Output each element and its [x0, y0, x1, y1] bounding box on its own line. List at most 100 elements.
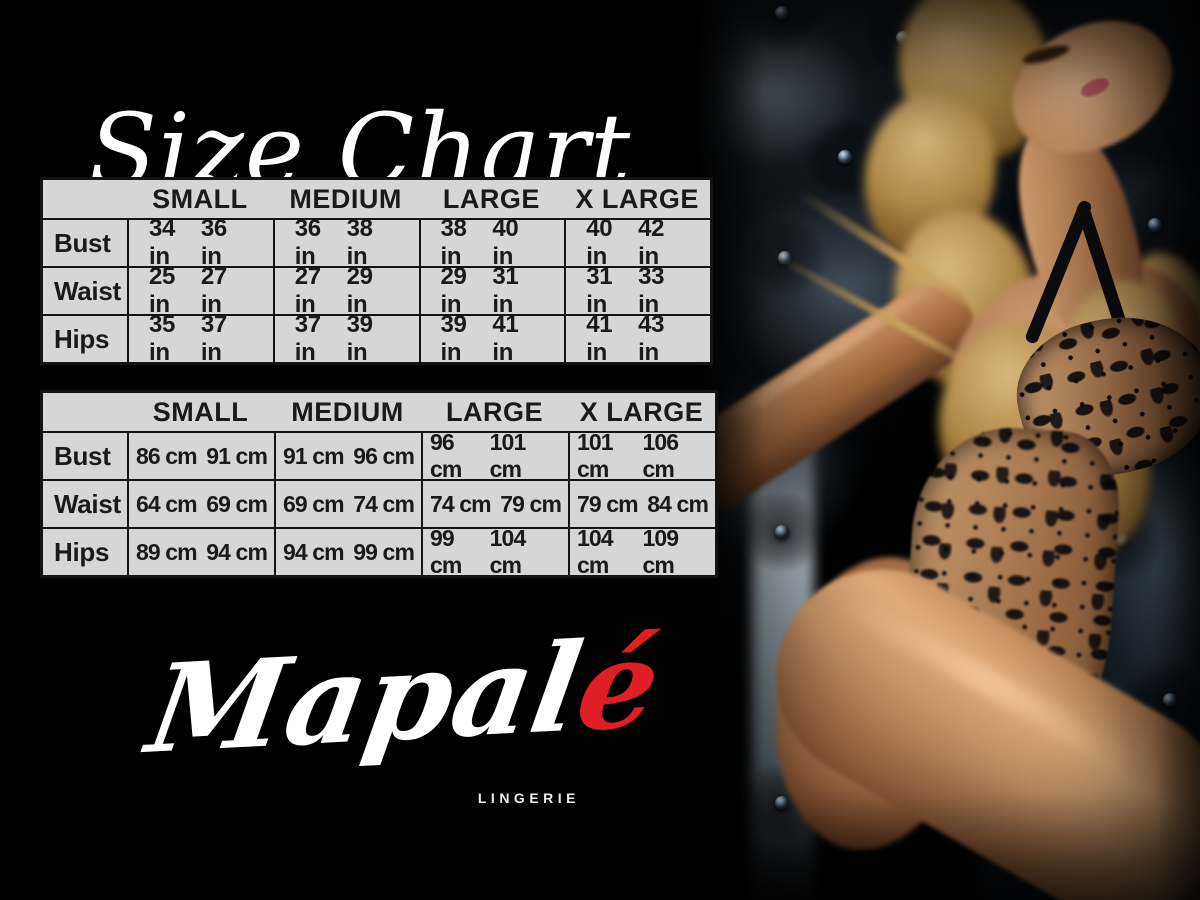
measurement-value: 74 cm	[353, 490, 415, 517]
measurement-value: 29 in	[346, 268, 373, 314]
measurement-cell: 35 in 37 in	[127, 316, 273, 362]
measurement-value: 33 in	[638, 268, 665, 314]
measurement-value: 104 cm	[489, 529, 527, 575]
measurement-cell: 101 cm 106 cm	[568, 433, 715, 479]
table-row: Bust 86 cm 91 cm 91 cm 96 cm 96 cm 101 cm 101 c…	[43, 433, 715, 479]
measurement-value: 37 in	[294, 316, 321, 362]
measurement-value: 40 in	[492, 220, 519, 266]
measurement-cell: 69 cm 74 cm	[274, 481, 421, 527]
column-header: X LARGE	[575, 183, 699, 214]
measurement-cell: 96 cm 101 cm	[421, 433, 568, 479]
measurement-value: 27 in	[294, 268, 321, 314]
measurement-value: 74 cm	[430, 490, 492, 517]
measurement-value: 35 in	[149, 316, 176, 362]
row-label: Hips	[54, 536, 110, 567]
table-header-row: SMALL MEDIUM LARGE X LARGE	[43, 393, 715, 433]
measurement-value: 31 in	[586, 268, 613, 314]
measurement-value: 25 in	[149, 268, 176, 314]
measurement-value: 79 cm	[577, 490, 639, 517]
measurement-value: 69 cm	[206, 490, 268, 517]
measurement-cell: 41 in 43 in	[564, 316, 710, 362]
measurement-value: 29 in	[440, 268, 467, 314]
measurement-cell: 31 in 33 in	[564, 268, 710, 314]
table-row: Waist 25 in 27 in 27 in 29 in 29 in 31 in 31 in…	[43, 266, 710, 314]
measurement-value: 89 cm	[136, 538, 198, 565]
row-label: Hips	[54, 323, 110, 354]
measurement-value: 39 in	[346, 316, 373, 362]
measurement-cell: 91 cm 96 cm	[274, 433, 421, 479]
measurement-value: 109 cm	[642, 529, 680, 575]
measurement-value: 101 cm	[577, 433, 614, 479]
measurement-value: 34 in	[149, 220, 176, 266]
measurement-cell: 38 in 40 in	[418, 220, 565, 266]
table-row: Waist 64 cm 69 cm 69 cm 74 cm 74 cm 79 cm 79 cm…	[43, 479, 715, 527]
measurement-value: 94 cm	[283, 538, 345, 565]
measurement-value: 91 cm	[283, 442, 345, 469]
measurement-value: 99 cm	[353, 538, 415, 565]
measurement-value: 38 in	[440, 220, 467, 266]
measurement-cell: 36 in 38 in	[272, 220, 419, 266]
model-photo	[700, 0, 1200, 900]
table-header-row: SMALL MEDIUM LARGE X LARGE	[43, 180, 710, 220]
table-row: Hips 35 in 37 in 37 in 39 in 39 in 41 in 41 in 4…	[43, 314, 710, 362]
measurement-value: 27 in	[200, 268, 227, 314]
photo-vignette	[700, 0, 1200, 900]
column-header: LARGE	[442, 183, 540, 214]
measurement-value: 42 in	[638, 220, 665, 266]
row-label: Waist	[54, 488, 121, 519]
measurement-value: 96 cm	[353, 442, 415, 469]
measurement-cell: 29 in 31 in	[418, 268, 565, 314]
measurement-value: 39 in	[440, 316, 467, 362]
row-label: Waist	[54, 275, 121, 306]
measurement-cell: 34 in 36 in	[127, 220, 273, 266]
brand-logo: Mapalé LINGERIE	[139, 611, 669, 832]
column-header: MEDIUM	[289, 183, 402, 214]
brand-name-text: Mapal	[139, 614, 592, 781]
measurement-cell: 94 cm 99 cm	[274, 529, 421, 575]
measurement-value: 43 in	[638, 316, 665, 362]
measurement-cell: 25 in 27 in	[127, 268, 273, 314]
measurement-value: 37 in	[200, 316, 227, 362]
row-label: Bust	[54, 440, 111, 471]
measurement-value: 91 cm	[206, 442, 268, 469]
measurement-cell: 27 in 29 in	[272, 268, 419, 314]
measurement-cell: 40 in 42 in	[564, 220, 710, 266]
column-header: SMALL	[152, 183, 248, 214]
measurement-value: 106 cm	[642, 433, 680, 479]
measurement-value: 64 cm	[136, 490, 198, 517]
measurement-value: 36 in	[294, 220, 321, 266]
measurement-cell: 37 in 39 in	[272, 316, 419, 362]
measurement-cell: 79 cm 84 cm	[568, 481, 715, 527]
row-label: Bust	[54, 227, 111, 258]
measurement-cell: 39 in 41 in	[418, 316, 565, 362]
measurement-value: 101 cm	[489, 433, 527, 479]
measurement-value: 31 in	[492, 268, 519, 314]
measurement-value: 38 in	[346, 220, 373, 266]
size-table-inches: SMALL MEDIUM LARGE X LARGE Bust 34 in 36 in 36 …	[40, 177, 713, 365]
size-table-centimeters: SMALL MEDIUM LARGE X LARGE Bust 86 cm 91 cm 91 …	[40, 390, 718, 578]
measurement-value: 99 cm	[430, 529, 462, 575]
measurement-cell: 64 cm 69 cm	[127, 481, 274, 527]
column-header: SMALL	[152, 396, 249, 427]
measurement-value: 86 cm	[136, 442, 198, 469]
column-header: LARGE	[446, 396, 543, 427]
column-header: X LARGE	[579, 396, 704, 427]
measurement-cell: 99 cm 104 cm	[421, 529, 568, 575]
measurement-value: 36 in	[200, 220, 227, 266]
measurement-cell: 86 cm 91 cm	[127, 433, 274, 479]
corner-cell	[43, 180, 127, 218]
measurement-value: 69 cm	[283, 490, 345, 517]
brand-tagline: LINGERIE	[477, 790, 580, 806]
info-panel: Size Chart SMALL MEDIUM LARGE X LARGE Bust 34…	[40, 93, 718, 832]
measurement-value: 104 cm	[577, 529, 614, 575]
corner-cell	[43, 393, 127, 431]
measurement-cell: 74 cm 79 cm	[421, 481, 568, 527]
measurement-value: 96 cm	[430, 433, 462, 479]
measurement-value: 41 in	[492, 316, 519, 362]
measurement-value: 79 cm	[500, 490, 562, 517]
measurement-value: 84 cm	[647, 490, 709, 517]
measurement-value: 40 in	[586, 220, 613, 266]
measurement-cell: 89 cm 94 cm	[127, 529, 274, 575]
measurement-value: 94 cm	[206, 538, 268, 565]
